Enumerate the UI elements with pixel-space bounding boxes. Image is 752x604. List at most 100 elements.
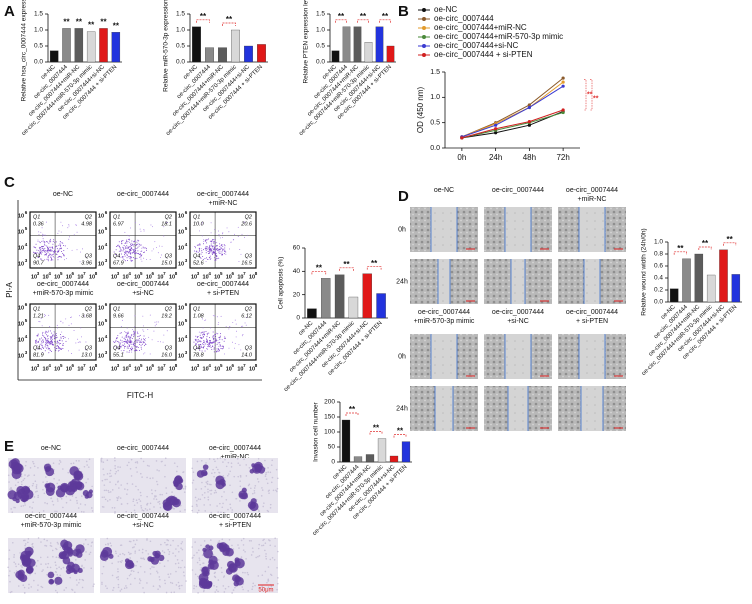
cell-dot: [203, 340, 205, 342]
cell-dot: [50, 341, 52, 343]
quadrant-label: Q2: [245, 306, 252, 312]
pore: [20, 505, 23, 507]
cell-dot: [212, 331, 214, 333]
pore: [221, 506, 224, 509]
tick-base: 10: [98, 321, 104, 327]
tick-base: 10: [178, 353, 184, 359]
cell-dot: [199, 334, 201, 336]
wound-gap: [431, 334, 457, 379]
cell-dot: [69, 236, 70, 238]
cell-dot: [133, 251, 135, 253]
pore: [37, 537, 40, 539]
pore: [77, 507, 80, 509]
cell-dot: [131, 329, 133, 331]
pore: [102, 565, 105, 568]
pore: [214, 489, 217, 492]
cell-dot: [224, 245, 226, 247]
image-title: oe-circ_0007444: [492, 309, 544, 316]
cell-dot: [53, 337, 55, 339]
pore: [169, 581, 172, 584]
pore: [225, 499, 228, 501]
pore: [223, 477, 226, 479]
pore: [197, 591, 199, 594]
cell-dot: [219, 344, 221, 346]
tick-base: 10: [226, 366, 232, 372]
series-line: [461, 111, 564, 139]
cell-dot: [124, 248, 126, 250]
tick-exponent: 5: [105, 226, 108, 231]
pore: [101, 581, 103, 584]
cell-dot: [194, 247, 196, 249]
pore: [65, 495, 68, 498]
cell-dot: [55, 341, 57, 343]
cell-dot: [43, 335, 45, 337]
cell-dot: [51, 250, 53, 252]
bracket-label: **: [677, 244, 684, 253]
cell-dot: [200, 344, 202, 346]
pore: [32, 462, 35, 465]
cell-dot: [58, 230, 60, 232]
cell-dot: [201, 343, 203, 345]
cell-dot: [127, 240, 129, 242]
cell-dot: [43, 313, 45, 315]
pore: [164, 464, 166, 467]
cell-dot: [143, 330, 145, 332]
pore: [100, 460, 103, 463]
pore: [161, 550, 164, 552]
cell-dot: [240, 253, 242, 255]
pore: [237, 462, 240, 464]
cell-dot: [56, 336, 58, 338]
cell-dot: [130, 340, 132, 342]
cell-dot: [126, 250, 128, 252]
x-tick-label: 48h: [523, 153, 536, 162]
quadrant-value: 19.2: [161, 313, 172, 319]
cell-dot: [126, 351, 128, 353]
pore: [201, 554, 204, 556]
cell-dot: [215, 336, 217, 338]
pore: [32, 482, 35, 485]
cell-dot: [141, 260, 143, 262]
bar: [364, 42, 373, 63]
bracket-label: **: [371, 259, 378, 268]
pore: [56, 498, 59, 500]
cell: [233, 580, 240, 587]
pore: [233, 475, 236, 478]
pore: [176, 465, 179, 468]
cell-dot: [38, 233, 40, 235]
pore: [184, 488, 187, 490]
cell-dot: [211, 345, 213, 347]
cell-dot: [213, 348, 215, 350]
cell-dot: [243, 221, 245, 223]
flow-plot: [109, 211, 177, 269]
cell-dot: [143, 229, 145, 230]
tick-base: 10: [146, 366, 152, 372]
pore: [52, 555, 54, 558]
pore: [126, 482, 129, 485]
tick-base: 10: [89, 274, 95, 280]
pore: [138, 549, 141, 551]
cell-dot: [37, 239, 39, 241]
pore: [106, 587, 108, 590]
cell-dot: [206, 242, 208, 244]
cell-dot: [42, 333, 44, 335]
cell-dot: [45, 250, 47, 252]
cell: [222, 544, 230, 552]
pore: [40, 563, 42, 565]
pore: [258, 543, 261, 546]
tick-exponent: 7: [83, 363, 86, 368]
pore: [112, 589, 114, 592]
y-tick-label: 1.5: [430, 69, 440, 76]
pore: [122, 552, 124, 555]
image-title: oe-circ_0007444: [209, 445, 261, 452]
cell-dot: [62, 242, 64, 244]
cell-dot: [218, 350, 220, 352]
pore: [132, 570, 135, 573]
cell-dot: [49, 343, 51, 345]
cell-dot: [57, 259, 59, 261]
cell-dot: [60, 343, 62, 345]
pore: [203, 504, 205, 506]
pore: [213, 458, 215, 461]
cell-dot: [54, 348, 56, 350]
cell-dot: [41, 325, 43, 327]
cell-dot: [144, 340, 146, 342]
